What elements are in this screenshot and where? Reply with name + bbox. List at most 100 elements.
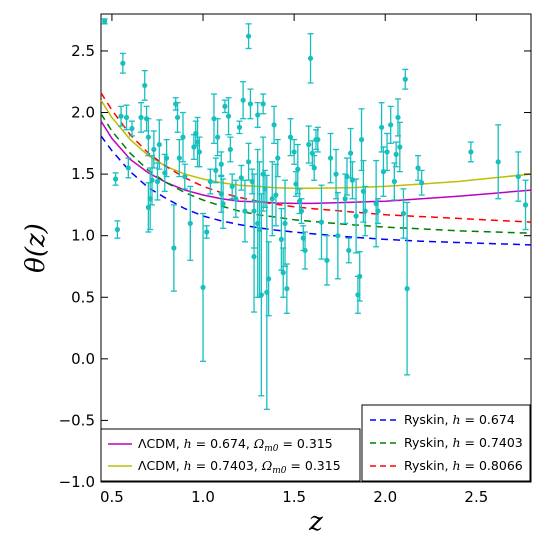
legend-label-lcdm-674: ΛCDM, h = 0.674, Ωm0 = 0.315 [138, 436, 333, 454]
data-point [170, 204, 177, 292]
data-point [418, 169, 425, 196]
data-point [214, 118, 221, 157]
data-point [495, 124, 502, 200]
x-axis-label: z [308, 507, 323, 537]
data-point [251, 200, 258, 313]
data-point [400, 188, 407, 239]
data-point [119, 52, 126, 74]
data-point [302, 231, 309, 270]
data-point [181, 163, 188, 190]
legend-label-lcdm-7403: ΛCDM, h = 0.7403, Ωm0 = 0.315 [138, 458, 341, 476]
data-point [118, 105, 125, 127]
data-point [347, 127, 354, 179]
data-point [393, 141, 400, 168]
data-point [333, 148, 340, 200]
data-point [387, 105, 394, 144]
data-point [238, 164, 245, 191]
data-point [314, 126, 321, 153]
data-point [156, 119, 163, 170]
legend-label-ryskin-674: Ryskin, h = 0.674 [404, 412, 515, 427]
y-tick-label: −1.0 [59, 473, 95, 491]
data-point [374, 198, 381, 225]
data-point [260, 93, 267, 115]
data-point [282, 179, 289, 268]
data-point [522, 179, 529, 231]
data-point [287, 118, 294, 157]
data-point [280, 247, 287, 298]
data-point [112, 172, 119, 186]
y-tick-label: −0.5 [59, 411, 95, 429]
data-point [240, 81, 247, 120]
data-point [207, 168, 214, 195]
data-point [190, 134, 197, 160]
data-point [380, 146, 387, 197]
data-point [210, 93, 217, 144]
data-point [221, 99, 228, 114]
data-point [245, 23, 252, 50]
data-point [196, 136, 203, 168]
data-point [515, 151, 522, 202]
legend-right: Ryskin, h = 0.674 Ryskin, h = 0.7403 Rys… [361, 404, 531, 482]
data-point [274, 138, 281, 178]
x-tick-label: 2.5 [464, 488, 488, 506]
y-tick-label: 0.5 [71, 288, 95, 306]
data-point [318, 184, 325, 260]
data-point [163, 138, 170, 178]
data-point [271, 105, 278, 144]
legend-label-ryskin-7403: Ryskin, h = 0.7403 [404, 435, 523, 450]
x-tick-label: 1.0 [191, 488, 215, 506]
y-tick-label: 0.0 [71, 350, 95, 368]
data-point [394, 98, 401, 137]
data-point [236, 120, 243, 135]
data-point [265, 241, 272, 317]
data-point [307, 33, 314, 84]
data-point [187, 185, 194, 261]
data-point [391, 162, 398, 201]
data-point [227, 136, 234, 163]
data-point [298, 198, 305, 225]
data-point [362, 185, 369, 237]
data-point [203, 225, 210, 239]
data-point [179, 111, 186, 163]
data-points [101, 18, 529, 410]
data-point [220, 178, 227, 229]
data-point [402, 68, 409, 90]
data-point [291, 138, 298, 165]
data-point [323, 235, 330, 286]
data-point [283, 263, 290, 314]
data-point [396, 121, 403, 173]
data-point [254, 102, 261, 128]
data-point [353, 178, 360, 254]
data-point [229, 173, 236, 200]
y-tick-label: 1.0 [71, 227, 95, 245]
axis-ticks: 0.5 1.0 1.5 2.0 2.5 −1.0 −0.5 0.0 0.5 1.0 1.5 2.0 2.… [59, 14, 531, 506]
data-point [415, 154, 422, 181]
data-point [149, 154, 156, 206]
data-point [356, 251, 363, 302]
data-point [384, 132, 391, 172]
data-point [212, 157, 219, 184]
data-point [269, 161, 276, 237]
data-point [150, 130, 157, 169]
data-point [247, 88, 254, 120]
data-point [138, 102, 145, 133]
y-axis-label: θ(z) [21, 223, 51, 273]
data-point [345, 237, 352, 264]
y-tick-label: 2.0 [71, 104, 95, 122]
x-tick-label: 0.5 [100, 488, 124, 506]
x-tick-label: 1.5 [282, 488, 306, 506]
data-point [141, 70, 148, 101]
data-point [404, 201, 411, 376]
data-point [123, 104, 130, 131]
data-point [342, 173, 349, 225]
legend-label-ryskin-8066: Ryskin, h = 0.8066 [404, 458, 523, 473]
data-point [311, 154, 318, 181]
data-point [176, 138, 183, 178]
data-point [114, 220, 121, 239]
data-point [200, 212, 207, 362]
data-point [305, 125, 312, 164]
data-point [467, 141, 474, 163]
data-point [225, 97, 232, 136]
data-point [145, 118, 152, 157]
